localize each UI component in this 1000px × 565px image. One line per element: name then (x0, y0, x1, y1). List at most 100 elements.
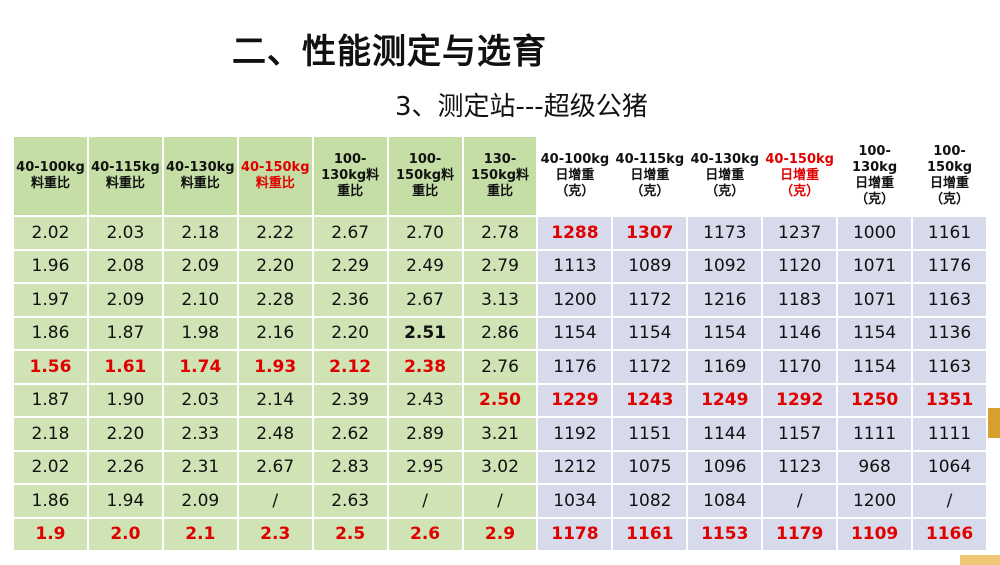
table-cell: 2.51 (386, 315, 464, 351)
table-row: 2.18 2.20 2.33 2.48 2.62 2.89 3.21 1192 1151 1144… (12, 416, 988, 452)
table-cell: 1136 (911, 315, 988, 351)
table-cell: 1157 (761, 416, 839, 452)
table-cell: 968 (836, 449, 914, 485)
header-text-line: 料重比 (180, 176, 220, 191)
table-cell: 3.21 (461, 416, 539, 452)
table-cell: 1064 (911, 449, 988, 485)
header-text-line: 料重比 (255, 176, 295, 191)
table-cell: 1113 (536, 248, 614, 284)
performance-table: 40-100kg 料重比 40-115kg 料重比 40-130kg 料重比 40-150k… (12, 135, 988, 552)
table-cell: 1172 (611, 349, 689, 385)
column-header: 40-115kg 日增重 （克） (611, 135, 689, 217)
table-cell: 1178 (536, 516, 614, 552)
table-cell: 2.02 (12, 449, 89, 485)
table-cell: 1.93 (236, 349, 314, 385)
table-cell: 3.13 (461, 282, 539, 318)
table-cell: 1082 (611, 483, 689, 519)
table-cell: 2.67 (311, 215, 389, 251)
table-cell: 1170 (761, 349, 839, 385)
table-cell: / (236, 483, 314, 519)
header-text-line: 150kg料 (396, 167, 455, 183)
header-text-line: 日增重 (780, 167, 820, 183)
table-cell: / (386, 483, 464, 519)
table-cell: 2.38 (386, 349, 464, 385)
table-cell: 1172 (611, 282, 689, 318)
table-cell: 2.10 (161, 282, 239, 318)
header-text-line: （克） (855, 192, 895, 208)
column-header: 40-150kg 料重比 (236, 135, 314, 217)
table-cell: 1200 (836, 483, 914, 519)
table-cell: 1084 (686, 483, 764, 519)
header-text-line: 料重比 (105, 176, 145, 191)
table-cell: 1176 (911, 248, 988, 284)
column-header: 40-100kg 日增重 （克） (536, 135, 614, 217)
column-header: 40-100kg 料重比 (12, 135, 89, 217)
table-cell: 2.20 (86, 416, 164, 452)
table-cell: 1163 (911, 282, 988, 318)
header-text-line: （克） (780, 184, 820, 200)
table-cell: 1237 (761, 215, 839, 251)
table-cell: 1154 (536, 315, 614, 351)
header-text-line: 100-130kg (852, 143, 898, 175)
table-cell: 2.49 (386, 248, 464, 284)
table-cell: 1120 (761, 248, 839, 284)
table-cell: 1151 (611, 416, 689, 452)
table-cell: 1071 (836, 248, 914, 284)
header-text-line: 重比 (337, 184, 364, 200)
header-text-line: （克） (705, 184, 745, 200)
header-text-line: 40-115kg (91, 159, 160, 175)
header-text-line: 日增重 (555, 167, 595, 183)
table-row: 1.56 1.61 1.74 1.93 2.12 2.38 2.76 1176 1172 1169… (12, 349, 988, 385)
table-cell: 1229 (536, 382, 614, 418)
table-cell: 1154 (836, 315, 914, 351)
column-header: 40-130kg 日增重 （克） (686, 135, 764, 217)
column-header: 40-115kg 料重比 (86, 135, 164, 217)
header-text-line: 100- (408, 151, 442, 167)
header-text-line: 重比 (486, 184, 513, 200)
header-text-line: 40-100kg (16, 159, 85, 175)
table-cell: 1154 (611, 315, 689, 351)
table-cell: 1.98 (161, 315, 239, 351)
table-cell: 1.94 (86, 483, 164, 519)
table-cell: 2.12 (311, 349, 389, 385)
table-cell: 1144 (686, 416, 764, 452)
header-text-line: 日增重 (705, 167, 745, 183)
table-cell: 2.67 (386, 282, 464, 318)
table-cell: 1.96 (12, 248, 89, 284)
table-cell: 1166 (911, 516, 988, 552)
header-text-line: （克） (630, 184, 670, 200)
table-cell: 2.14 (236, 382, 314, 418)
table-cell: 2.39 (311, 382, 389, 418)
table-cell: 2.1 (161, 516, 239, 552)
table-cell: 2.09 (161, 483, 239, 519)
table-row: 2.02 2.03 2.18 2.22 2.67 2.70 2.78 1288 1307 1173… (12, 215, 988, 251)
table-cell: 2.48 (236, 416, 314, 452)
header-text-line: 130- (483, 151, 517, 167)
table-cell: 1000 (836, 215, 914, 251)
table-cell: 3.02 (461, 449, 539, 485)
column-header: 130- 150kg料 重比 (461, 135, 539, 217)
table-cell: 2.50 (461, 382, 539, 418)
header-text-line: 100- (333, 151, 367, 167)
column-header: 40-150kg 日增重 （克） (761, 135, 839, 217)
header-text-line: 日增重 (930, 176, 970, 191)
column-header: 100-130kg 日增重 （克） (836, 135, 914, 217)
table-cell: 1.9 (12, 516, 89, 552)
table-cell: 1071 (836, 282, 914, 318)
table-cell: 1075 (611, 449, 689, 485)
table-cell: 1146 (761, 315, 839, 351)
table-cell: 1161 (911, 215, 988, 251)
table-cell: 1111 (911, 416, 988, 452)
table-cell: 1.74 (161, 349, 239, 385)
table-header-row: 40-100kg 料重比 40-115kg 料重比 40-130kg 料重比 40-150k… (12, 135, 988, 217)
table-cell: 1169 (686, 349, 764, 385)
table-cell: 2.18 (161, 215, 239, 251)
table-cell: 1216 (686, 282, 764, 318)
table-cell: 1292 (761, 382, 839, 418)
header-text-line: 40-130kg (166, 159, 235, 175)
table-cell: 2.95 (386, 449, 464, 485)
header-text-line: 40-130kg (690, 151, 760, 167)
table-cell: 1154 (686, 315, 764, 351)
table-cell: 1307 (611, 215, 689, 251)
table-row: 1.87 1.90 2.03 2.14 2.39 2.43 2.50 1229 1243 1249… (12, 382, 988, 418)
